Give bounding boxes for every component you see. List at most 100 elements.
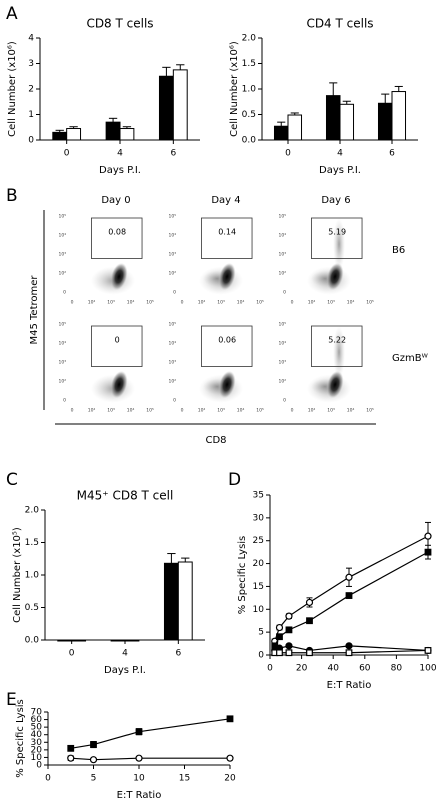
x-tick-label: 10² <box>308 300 316 306</box>
x-tick-label: 10 <box>133 774 145 784</box>
x-tick-label: 5 <box>91 774 97 784</box>
x-tick-label: 0 <box>181 300 184 306</box>
flow-plot: 00 10² 10² 10³ 10³ 10⁴ 10⁴ 10⁵ 10⁵ 0.06 <box>168 322 263 414</box>
error-bar <box>162 66 171 77</box>
bar <box>66 128 82 141</box>
error-bar <box>108 117 118 123</box>
point <box>276 633 283 641</box>
error-bar <box>122 126 132 129</box>
point <box>275 623 284 632</box>
x-tick-label: 0 <box>285 149 291 159</box>
y-tick-label: 0 <box>283 398 286 404</box>
y-tick-label: 0 <box>283 290 286 296</box>
y-tick-label: 10³ <box>58 360 66 366</box>
x-tick-label: 10⁵ <box>366 300 374 306</box>
y-tick-label: 10 <box>31 753 43 763</box>
y-tick-label: 1 <box>28 110 34 120</box>
x-tick-label: 15 <box>179 774 190 784</box>
x-tick-label: 0 <box>71 408 74 414</box>
y-tick-label: 35 <box>253 491 264 501</box>
x-tick-label: 10⁵ <box>256 300 264 306</box>
x-tick-label: 20 <box>296 664 308 674</box>
y-tick-label: 0 <box>28 136 34 146</box>
bar <box>339 103 355 141</box>
gate-value: 0 <box>115 336 120 345</box>
y-tick-label: 10⁴ <box>278 341 286 347</box>
bar <box>105 121 121 141</box>
x-tick-label: 4 <box>122 649 128 659</box>
y-tick-label: 10⁴ <box>168 233 176 239</box>
point <box>345 649 353 657</box>
x-tick-label: 0 <box>64 149 70 159</box>
point <box>226 754 234 762</box>
gate <box>311 325 363 367</box>
x-axis-label: Days P.I. <box>104 665 146 676</box>
gate-value: 5.22 <box>328 336 346 345</box>
point <box>67 744 75 752</box>
bar <box>377 102 393 141</box>
gate <box>91 217 143 259</box>
flow-x-label: CD8 <box>205 435 226 446</box>
point <box>306 649 313 657</box>
y-axis-label: Cell Number (x10⁵) <box>12 527 23 623</box>
chart-title: CD8 T cells <box>86 17 153 31</box>
panel-label: B <box>6 186 18 206</box>
bar <box>57 639 73 642</box>
point <box>285 626 293 634</box>
point <box>226 715 234 723</box>
y-tick-label: 10² <box>278 271 286 277</box>
point <box>285 612 293 620</box>
x-tick-label: 0 <box>45 774 51 784</box>
y-tick-label: 1.0 <box>25 571 40 581</box>
x-axis-label: E:T Ratio <box>117 790 162 800</box>
x-tick-label: 10⁴ <box>347 300 355 306</box>
y-tick-label: 10² <box>58 271 66 277</box>
x-tick-label: 20 <box>224 774 236 784</box>
x-axis-label: E:T Ratio <box>327 680 372 691</box>
error-bar <box>277 121 286 127</box>
y-tick-label: 0.5 <box>242 110 256 120</box>
density-core <box>218 370 236 399</box>
y-tick-label: 1.0 <box>242 85 257 95</box>
error-bar <box>342 100 351 105</box>
x-tick-label: 40 <box>327 664 339 674</box>
error-bar <box>290 112 299 116</box>
x-tick-label: 10⁴ <box>347 408 355 414</box>
density-smear <box>333 218 346 271</box>
bar <box>124 639 140 642</box>
x-axis-label: Days P.I. <box>319 165 361 176</box>
y-tick-label: 10² <box>278 379 286 385</box>
y-tick-label: 0.0 <box>25 636 40 646</box>
bar <box>163 562 179 641</box>
y-tick-label: 5 <box>258 628 264 638</box>
point <box>345 592 353 599</box>
error-bar <box>167 553 176 564</box>
x-tick-label: 10² <box>198 408 206 414</box>
y-tick-label: 0 <box>173 398 176 404</box>
point <box>90 741 97 748</box>
error-bar <box>381 93 390 104</box>
y-tick-label: 25 <box>253 536 264 546</box>
y-tick-label: 10² <box>58 379 66 385</box>
point <box>135 754 143 762</box>
y-tick-label: 10⁴ <box>278 233 286 239</box>
error-bar <box>329 82 338 96</box>
series-line <box>70 718 231 749</box>
x-tick-label: 10³ <box>107 300 115 306</box>
series-line <box>70 757 230 761</box>
x-tick-label: 10³ <box>107 408 115 414</box>
y-tick-label: 2 <box>28 85 34 95</box>
gate-value: 5.19 <box>328 228 346 237</box>
y-tick-label: 10⁴ <box>168 341 176 347</box>
x-axis-label: Days P.I. <box>99 165 141 176</box>
y-tick-label: 10³ <box>278 252 286 258</box>
point <box>345 642 353 650</box>
y-tick-label: 0 <box>63 290 66 296</box>
x-tick-label: 0 <box>181 408 184 414</box>
point <box>345 573 353 581</box>
x-tick-label: 10⁵ <box>146 300 154 306</box>
bar <box>71 639 87 642</box>
x-tick-label: 10³ <box>327 408 335 414</box>
column-label: Day 6 <box>321 195 350 206</box>
